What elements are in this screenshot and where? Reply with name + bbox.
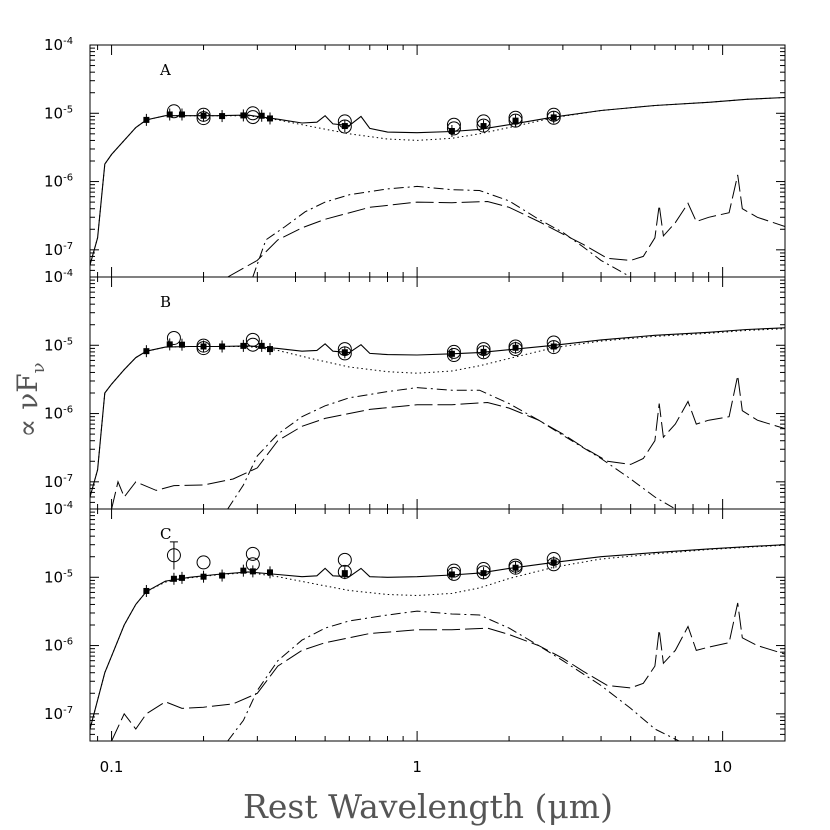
data-point-circle xyxy=(446,121,461,136)
y-tick-label: 10-7 xyxy=(44,705,73,723)
y-tick-label: 10-6 xyxy=(44,173,73,191)
total-model-line xyxy=(90,327,785,498)
plot-area xyxy=(90,541,785,741)
data-point-circle xyxy=(337,119,352,134)
x-tick-labels: 0.1 1 10 xyxy=(100,758,733,776)
plot-area xyxy=(90,96,785,277)
panel-label: A xyxy=(159,61,171,79)
x-tick-label: 10 xyxy=(713,758,732,776)
data-point-circle xyxy=(196,555,211,570)
dotted-stellar-line xyxy=(90,97,785,266)
y-tick-label: 10-4 xyxy=(44,36,73,54)
dash-dot-component-line xyxy=(252,185,631,277)
panel-label: B xyxy=(160,293,171,311)
data-point-circle xyxy=(166,104,181,119)
panel-label: C xyxy=(160,525,171,543)
y-tick-label: 10-5 xyxy=(44,568,73,586)
data-point-circle xyxy=(337,552,352,567)
data-point-circle xyxy=(546,110,561,125)
long-dash-component-line xyxy=(111,602,785,741)
data-point-circle xyxy=(508,560,523,575)
data-point-circle xyxy=(245,106,260,121)
dash-dot-component-line xyxy=(227,610,680,741)
data-point-circle xyxy=(166,330,181,345)
data-point-circle xyxy=(508,113,523,128)
y-tick-label: 10-7 xyxy=(44,473,73,491)
panel-frame xyxy=(89,276,786,510)
total-model-line xyxy=(90,96,785,266)
x-axis-title: Rest Wavelength (μm) xyxy=(243,787,613,826)
y-tick-label: 10-4 xyxy=(44,500,73,518)
y-tick-label: 10-6 xyxy=(44,405,73,423)
dash-dot-component-line xyxy=(227,387,676,509)
long-dash-component-line xyxy=(227,174,785,277)
y-tick-label: 10-5 xyxy=(44,104,73,122)
dotted-stellar-line xyxy=(90,544,785,730)
plot-area xyxy=(90,327,785,509)
panel-c: 10-4 10-5 10-6 10-7 C xyxy=(44,500,786,742)
y-tick-label: 10-4 xyxy=(44,268,73,286)
y-axis-title: ∝ νFν xyxy=(11,362,49,437)
long-dash-component-line xyxy=(111,375,785,509)
y-axis-title-text: ∝ νFν xyxy=(11,362,49,437)
data-point-circle xyxy=(476,118,491,133)
panel-b: 10-4 10-5 10-6 10-7 B xyxy=(44,268,786,510)
data-point-circle xyxy=(245,332,260,347)
panel-frame xyxy=(89,508,786,742)
data-point-circle xyxy=(476,345,491,360)
y-tick-label: 10-6 xyxy=(44,637,73,655)
panel-frame xyxy=(89,44,786,278)
x-tick-label: 0.1 xyxy=(100,758,124,776)
data-point-circle xyxy=(446,566,461,581)
y-tick-label: 10-5 xyxy=(44,336,73,354)
x-tick-label: 1 xyxy=(412,758,422,776)
data-point-circle xyxy=(245,546,260,561)
data-point-circle xyxy=(446,344,461,359)
total-model-line xyxy=(90,544,785,730)
data-point-circle xyxy=(446,348,461,363)
panel-a: 10-4 10-5 10-6 10-7 A xyxy=(44,36,786,278)
y-tick-label: 10-7 xyxy=(44,241,73,259)
panels: 10-410-510-610-7A10-410-510-610-7B10-410… xyxy=(44,36,786,742)
